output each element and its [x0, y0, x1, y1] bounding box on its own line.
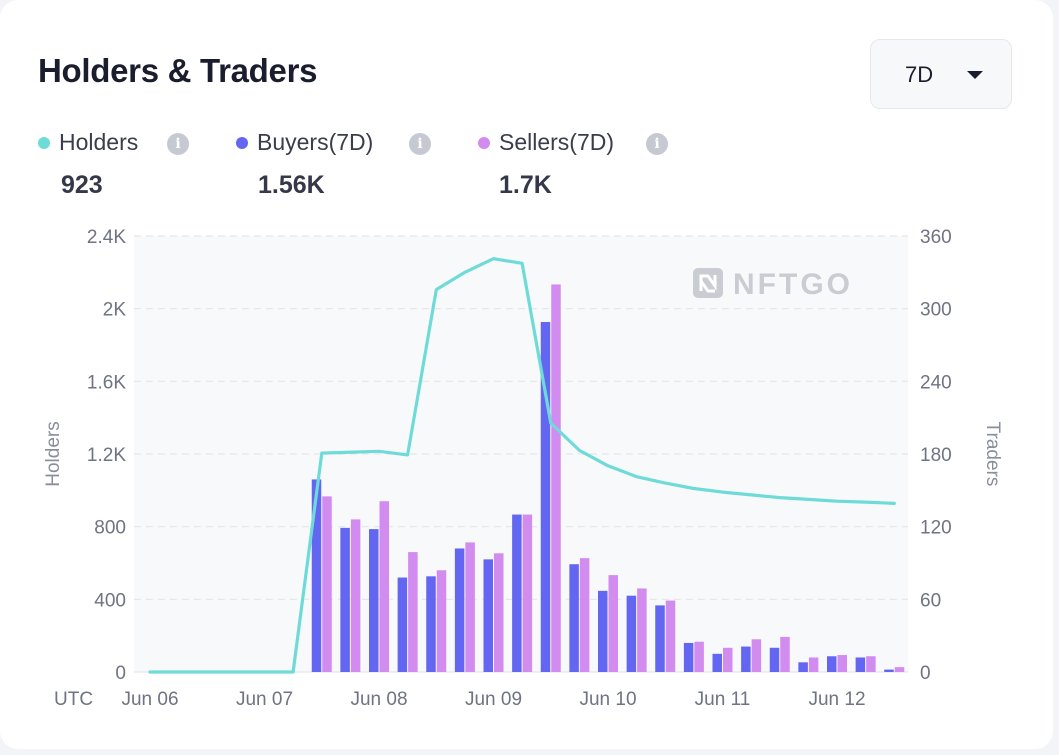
- y-right-tick-label: 360: [920, 227, 952, 248]
- buyers-bar[interactable]: [483, 559, 494, 672]
- y-right-tick-label: 300: [920, 300, 952, 321]
- sellers-bar[interactable]: [551, 284, 561, 672]
- sellers-bar[interactable]: [808, 657, 819, 672]
- sellers-bar[interactable]: [665, 600, 676, 672]
- y-right-tick-label: 120: [920, 518, 952, 539]
- buyers-bar[interactable]: [598, 590, 608, 672]
- buyers-value: 1.56K: [258, 171, 325, 199]
- x-tick-label: Jun 07: [236, 689, 293, 710]
- buyers-bar[interactable]: [340, 527, 350, 672]
- legend-sellers-label: Sellers(7D): [499, 129, 615, 155]
- sellers-bar[interactable]: [322, 496, 332, 672]
- sellers-bar[interactable]: [408, 552, 418, 672]
- sellers-bar[interactable]: [837, 655, 848, 672]
- sellers-bar[interactable]: [379, 501, 390, 672]
- sellers-bar[interactable]: [780, 636, 790, 672]
- sellers-bar[interactable]: [436, 570, 447, 672]
- x-tick-label: Jun 11: [695, 689, 751, 710]
- sellers-bar[interactable]: [465, 542, 475, 672]
- y-left-tick-label: 800: [94, 518, 126, 539]
- sellers-bar[interactable]: [522, 514, 533, 672]
- buyers-bar[interactable]: [512, 514, 522, 672]
- info-icon[interactable]: i: [646, 133, 668, 155]
- y-left-tick-label: 1.6K: [87, 372, 126, 393]
- buyers-bar[interactable]: [769, 647, 780, 672]
- buyers-bar[interactable]: [798, 662, 808, 672]
- buyers-bar[interactable]: [369, 529, 379, 672]
- sellers-bar[interactable]: [350, 519, 361, 672]
- watermark-logo-mark: [699, 274, 717, 293]
- x-tick-label: Jun 06: [121, 689, 178, 710]
- legend-buyers-marker: [236, 137, 248, 149]
- buyers-bar[interactable]: [426, 576, 436, 672]
- y-right-tick-label: 0: [920, 663, 931, 684]
- sellers-bar[interactable]: [894, 667, 905, 672]
- card-title: Holders & Traders: [38, 52, 318, 89]
- y-right-tick-label: 240: [920, 372, 952, 393]
- y-left-axis-title: Holders: [43, 421, 64, 486]
- buyers-bar[interactable]: [884, 669, 894, 672]
- watermark-text: NFTGO: [733, 268, 853, 301]
- sellers-bar[interactable]: [694, 641, 704, 672]
- chevron-down-icon: [967, 71, 983, 79]
- sellers-bar[interactable]: [579, 558, 590, 672]
- y-right-tick-label: 60: [920, 590, 941, 611]
- y-left-tick-label: 1.2K: [87, 445, 126, 466]
- x-tick-label: Jun 10: [579, 689, 636, 710]
- info-icon[interactable]: i: [167, 133, 189, 155]
- timezone-label: UTC: [54, 689, 93, 710]
- info-icon[interactable]: i: [409, 133, 431, 155]
- sellers-bar[interactable]: [723, 647, 733, 672]
- legend-sellers-marker: [478, 137, 490, 149]
- legend-holders-label: Holders: [59, 129, 139, 155]
- sellers-bar[interactable]: [751, 639, 762, 672]
- sellers-bar[interactable]: [608, 575, 619, 672]
- buyers-bar[interactable]: [712, 653, 723, 672]
- buyers-bar[interactable]: [454, 548, 465, 672]
- nftgo-watermark: NFTGO: [693, 268, 853, 301]
- sellers-bar[interactable]: [494, 553, 504, 672]
- y-left-tick-label: 2.4K: [87, 227, 126, 248]
- buyers-bar[interactable]: [311, 479, 322, 672]
- sellers-bar[interactable]: [866, 656, 876, 672]
- x-tick-label: Jun 12: [808, 689, 865, 710]
- y-left-tick-label: 2K: [103, 300, 127, 321]
- watermark-logo-icon: [693, 268, 723, 298]
- buyers-bar[interactable]: [655, 605, 665, 672]
- legend-buyers-label: Buyers(7D): [257, 129, 374, 155]
- x-tick-label: Jun 09: [465, 689, 522, 710]
- holders-line[interactable]: [148, 257, 896, 674]
- buyers-bar[interactable]: [741, 646, 751, 672]
- buyers-bar[interactable]: [540, 321, 551, 672]
- y-right-axis-title: Traders: [982, 422, 1003, 487]
- y-left-tick-label: 0: [115, 663, 126, 684]
- y-left-tick-label: 400: [94, 590, 126, 611]
- buyers-bar[interactable]: [626, 595, 637, 672]
- buyers-bar[interactable]: [855, 657, 866, 672]
- legend-holders-marker: [38, 137, 50, 149]
- buyers-bar[interactable]: [569, 564, 579, 672]
- x-tick-label: Jun 08: [350, 689, 407, 710]
- buyers-bar[interactable]: [827, 656, 837, 672]
- sellers-value: 1.7K: [499, 171, 552, 199]
- buyers-bar[interactable]: [397, 577, 408, 672]
- y-right-tick-label: 180: [920, 445, 952, 466]
- holders-value: 923: [61, 171, 103, 199]
- time-range-dropdown[interactable]: 7D: [870, 39, 1012, 109]
- buyers-bar[interactable]: [683, 642, 694, 672]
- sellers-bar[interactable]: [637, 588, 647, 672]
- time-range-value: 7D: [905, 62, 934, 87]
